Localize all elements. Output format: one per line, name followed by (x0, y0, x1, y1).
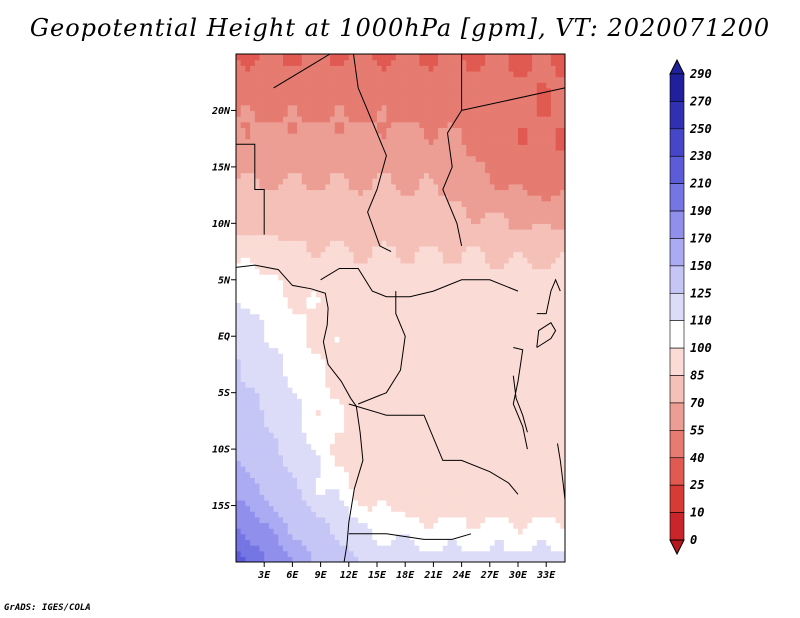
colorbar-top-arrow (669, 58, 685, 75)
colorbar-label: 40 (690, 451, 704, 465)
map-frame (235, 53, 566, 563)
lake-tanganyika (512, 375, 528, 433)
x-tick-label: 30E (508, 570, 528, 581)
colorbar-label: 210 (689, 177, 712, 191)
y-tick-label: 10S (212, 445, 230, 456)
border-angola-drc (348, 403, 519, 495)
x-tick-label: 33E (536, 570, 556, 581)
y-tick-label: EQ (218, 332, 230, 343)
colorbar-label: 10 (690, 506, 704, 520)
colorbar-swatch (669, 155, 685, 184)
colorbar-swatch (669, 292, 685, 322)
grads-credit: GrADS: IGES/COLA (4, 603, 91, 613)
coastline-borders (236, 54, 565, 562)
colorbar-label: 190 (690, 204, 712, 218)
x-tick-label: 21E (423, 570, 443, 581)
x-tick-label: 24E (452, 570, 472, 581)
colorbar-label: 70 (690, 396, 704, 410)
colorbar-label: 270 (689, 94, 712, 108)
border-nw (273, 54, 331, 89)
colorbar-swatch (669, 128, 685, 157)
colorbar-swatch (669, 402, 685, 431)
height-field (236, 54, 565, 562)
colorbar-label: 125 (690, 286, 712, 300)
border-central (320, 268, 519, 298)
colorbar-label: 0 (690, 533, 697, 547)
colorbar-label: 150 (690, 259, 712, 273)
colorbar-label: 100 (690, 341, 712, 355)
x-tick-label: 27E (480, 570, 500, 581)
colorbar-swatch (669, 430, 685, 459)
colorbar-label: 25 (689, 478, 704, 492)
colorbar-label: 290 (689, 67, 712, 81)
x-tick-label: 6E (286, 570, 299, 581)
x-tick-label: 18E (396, 570, 415, 581)
x-axis: 3E 6E 9E 12E 15E 18E 21E 24E 27E 30E 33E (257, 562, 556, 581)
colorbar-label: 230 (689, 149, 712, 163)
colorbar: 0 10 25 40 55 70 85 100 110 125 150 170 190 210 230 250… (669, 58, 712, 556)
chart-title: Geopotential Height at 1000hPa [gpm], VT… (29, 14, 771, 42)
colorbar-swatch (669, 457, 685, 486)
y-tick-label: 15N (212, 162, 231, 173)
border-congo (358, 291, 406, 405)
colorbar-swatch (669, 320, 685, 349)
border-uganda (536, 278, 561, 315)
y-tick-label: 5N (218, 275, 231, 286)
y-tick-label: 10N (212, 219, 231, 230)
colorbar-label: 170 (690, 232, 712, 246)
x-tick-label: 3E (257, 570, 271, 581)
colorbar-swatch (669, 183, 685, 212)
x-tick-label: 9E (315, 570, 328, 581)
colorbar-swatch (669, 210, 685, 239)
colorbar-swatch (669, 347, 685, 376)
border-egypt (461, 87, 565, 111)
x-tick-label: 15E (368, 570, 387, 581)
border-namibia (348, 533, 472, 540)
colorbar-swatch (669, 265, 685, 294)
colorbar-swatch (669, 375, 685, 404)
coastline (236, 264, 364, 562)
colorbar-swatch (669, 238, 685, 267)
colorbar-label: 85 (690, 369, 704, 383)
colorbar-label: 250 (689, 122, 712, 136)
colorbar-swatch (669, 512, 685, 541)
y-tick-label: 5S (218, 388, 230, 399)
border-west (236, 54, 265, 235)
lake-malawi (557, 443, 565, 500)
colorbar-bottom-arrow (669, 539, 685, 556)
y-tick-label: 15S (212, 501, 230, 512)
colorbar-swatch (669, 101, 685, 130)
colorbar-swatch (669, 484, 685, 513)
colorbar-label: 110 (690, 314, 712, 328)
colorbar-swatch (669, 73, 685, 102)
lake-victoria (536, 321, 557, 348)
y-axis: 20N 15N 10N 5N EQ 5S 10S 15S (211, 106, 236, 512)
colorbar-label: 55 (690, 423, 704, 437)
y-tick-label: 20N (211, 106, 231, 117)
border-chad-niger (353, 54, 392, 253)
x-tick-label: 12E (340, 570, 359, 581)
